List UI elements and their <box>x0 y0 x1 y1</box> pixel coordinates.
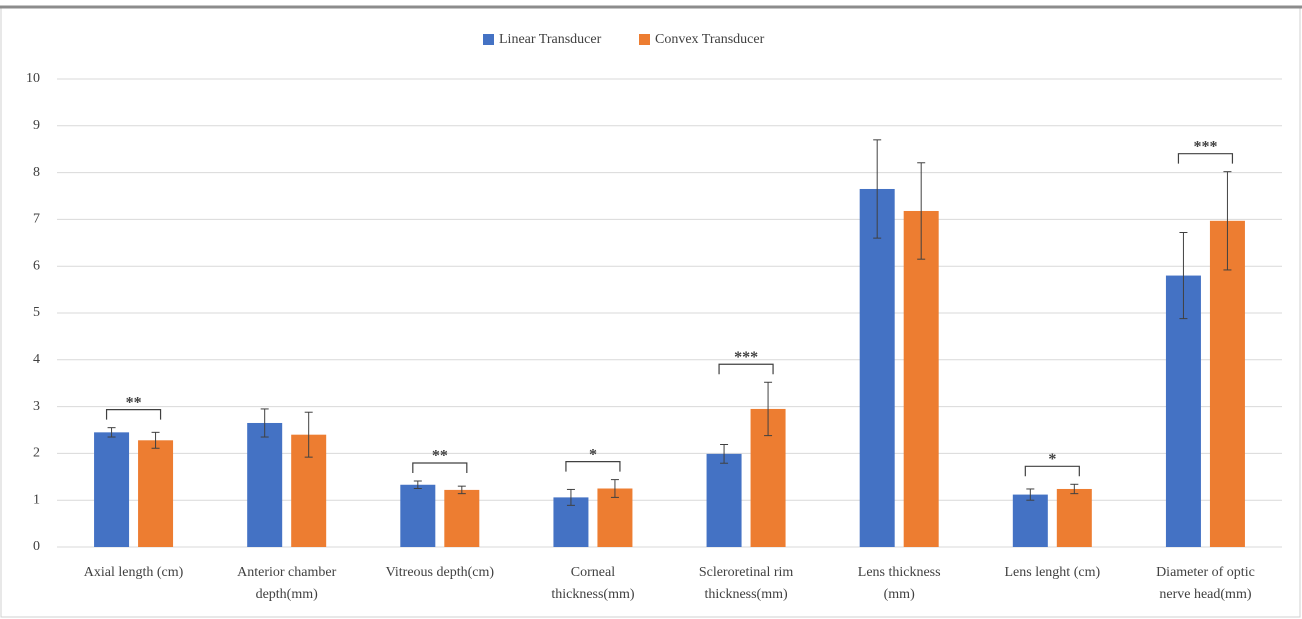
y-tick-label: 5 <box>33 305 40 320</box>
y-tick-label: 6 <box>33 258 40 273</box>
significance-label: ** <box>126 394 142 411</box>
x-tick-label: Scleroretinal rim <box>699 565 794 580</box>
bar <box>94 432 130 547</box>
significance-label: *** <box>1193 138 1217 155</box>
y-tick-label: 9 <box>33 118 40 133</box>
bar <box>138 440 174 547</box>
significance-bracket <box>718 363 774 375</box>
x-tick-label: Lens lenght (cm) <box>1004 565 1100 580</box>
y-tick-label: 10 <box>26 71 40 86</box>
bar <box>400 484 436 547</box>
significance-bracket <box>412 462 468 474</box>
x-tick-label: Diameter of optic <box>1156 565 1255 580</box>
bar <box>859 188 895 548</box>
x-tick-label: depth(mm) <box>256 587 319 602</box>
x-tick-label: Axial length (cm) <box>84 565 184 580</box>
significance-bracket <box>565 461 621 472</box>
significance-bracket <box>105 409 162 420</box>
y-tick-label: 1 <box>33 492 40 507</box>
x-tick-label: Lens thickness <box>858 565 941 580</box>
bar <box>597 488 633 547</box>
y-tick-label: 0 <box>33 539 40 554</box>
bar <box>1056 488 1092 547</box>
bar <box>1209 220 1245 547</box>
bar <box>444 489 480 547</box>
x-tick-label: thickness(mm) <box>551 587 635 602</box>
frame <box>0 5 1301 618</box>
bar <box>247 422 283 547</box>
legend-label: Linear Transducer <box>499 32 602 47</box>
significance-label: * <box>1048 451 1056 468</box>
x-tick-label: nerve head(mm) <box>1159 587 1251 602</box>
significance-label: ** <box>432 448 448 465</box>
significance-label: * <box>589 446 597 463</box>
y-tick-label: 7 <box>33 212 40 227</box>
y-tick-label: 2 <box>33 446 40 461</box>
significance-label: *** <box>734 349 758 366</box>
y-tick-label: 4 <box>33 352 40 367</box>
legend-label: Convex Transducer <box>655 32 765 47</box>
x-tick-label: (mm) <box>884 587 915 602</box>
bar <box>903 210 939 547</box>
x-tick-label: Vitreous depth(cm) <box>386 565 495 580</box>
legend-swatch <box>483 34 494 45</box>
y-tick-label: 8 <box>33 165 40 180</box>
significance-bracket <box>1024 465 1080 477</box>
x-tick-label: Corneal <box>571 565 615 580</box>
bar <box>706 453 742 547</box>
x-tick-label: thickness(mm) <box>704 587 788 602</box>
x-tick-label: Anterior chamber <box>237 565 336 580</box>
y-tick-label: 3 <box>33 399 40 414</box>
bar <box>1012 494 1048 547</box>
bar <box>1165 275 1201 547</box>
significance-bracket <box>1177 153 1234 164</box>
legend-swatch <box>639 34 650 45</box>
